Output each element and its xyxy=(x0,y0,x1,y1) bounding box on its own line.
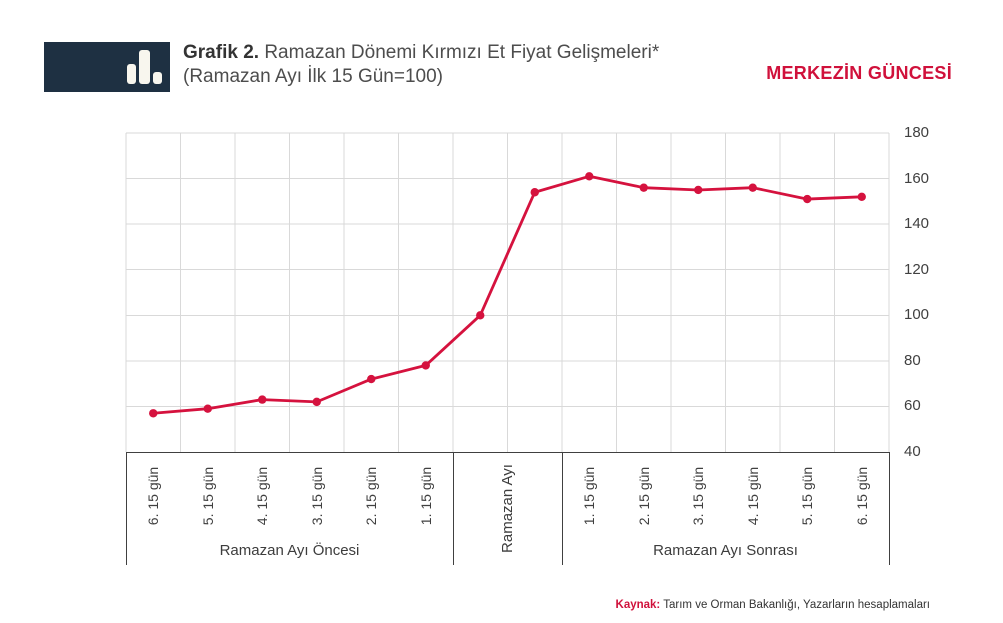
x-tick-label-text: 1. 15 gün xyxy=(581,466,598,526)
x-tick-label-text: 2. 15 gün xyxy=(363,466,380,526)
x-tick-label-text: 3. 15 gün xyxy=(690,466,707,526)
x-group-label: Ramazan Ayı Öncesi xyxy=(219,541,360,559)
data-point-marker xyxy=(203,404,212,413)
source-note: Kaynak: Tarım ve Orman Bakanlığı, Yazarl… xyxy=(616,599,930,611)
x-tick-label: 1. 15 gün xyxy=(562,454,617,538)
x-group-label: Ramazan Ayı xyxy=(498,464,516,553)
data-point-marker xyxy=(748,183,757,192)
x-tick-label: 4. 15 gün xyxy=(726,454,781,538)
x-tick-label: 3. 15 gün xyxy=(290,454,345,538)
axis-border xyxy=(453,452,454,565)
bar-icon-bar xyxy=(139,50,150,84)
x-tick-label-text: 4. 15 gün xyxy=(254,466,271,526)
x-tick-label: 6. 15 gün xyxy=(835,454,890,538)
x-tick-label-text: 3. 15 gün xyxy=(308,466,325,526)
axis-border xyxy=(126,452,889,453)
x-tick-label: 5. 15 gün xyxy=(780,454,835,538)
x-tick-label-text: 6. 15 gün xyxy=(853,466,870,526)
data-point-marker xyxy=(530,188,539,197)
chart-title-number: Grafik 2. xyxy=(183,42,260,63)
x-tick-label-text: 5. 15 gün xyxy=(199,466,216,526)
x-tick-label: 5. 15 gün xyxy=(181,454,236,538)
chart-title-line2: (Ramazan Ayı İlk 15 Gün=100) xyxy=(183,66,443,87)
data-point-marker xyxy=(312,397,321,407)
y-tick-label: 80 xyxy=(904,351,921,369)
chart-title: Grafik 2. Ramazan Dönemi Kırmızı Et Fiya… xyxy=(183,41,659,89)
data-point-marker xyxy=(476,311,485,320)
data-point-marker xyxy=(421,361,430,370)
data-point-marker xyxy=(803,194,812,204)
axis-border xyxy=(126,452,127,565)
axis-border xyxy=(889,452,890,565)
ramazan-merged-label: Ramazan Ayı xyxy=(453,453,562,564)
bar-icon-bar xyxy=(153,72,162,84)
x-group-label: Ramazan Ayı Sonrası xyxy=(653,541,798,559)
data-point-marker xyxy=(694,185,703,195)
x-tick-label: 6. 15 gün xyxy=(126,454,181,538)
data-point-marker xyxy=(149,409,158,418)
source-text: Tarım ve Orman Bakanlığı, Yazarların hes… xyxy=(660,599,930,611)
x-tick-label-text: 5. 15 gün xyxy=(799,466,816,526)
y-tick-label: 120 xyxy=(904,260,930,278)
x-tick-label: 4. 15 gün xyxy=(235,454,290,538)
merkezin-guncesi-logo xyxy=(44,42,170,92)
data-point-marker xyxy=(585,172,594,181)
price-line-series xyxy=(153,174,862,415)
x-tick-label: 2. 15 gün xyxy=(617,454,672,538)
y-tick-label: 40 xyxy=(904,443,921,460)
chart-title-line1: Grafik 2. Ramazan Dönemi Kırmızı Et Fiya… xyxy=(183,41,659,65)
x-tick-label: 2. 15 gün xyxy=(344,454,399,538)
y-tick-label: 60 xyxy=(904,397,921,415)
y-tick-label: 140 xyxy=(904,215,930,233)
x-tick-label-text: 4. 15 gün xyxy=(744,466,761,526)
bar-icon-bar xyxy=(127,64,136,84)
y-tick-label: 180 xyxy=(904,124,930,141)
source-label: Kaynak: xyxy=(615,599,661,611)
data-point-marker xyxy=(367,374,376,384)
axis-border xyxy=(562,452,563,565)
x-tick-label-text: 6. 15 gün xyxy=(145,466,162,526)
x-tick-label: 1. 15 gün xyxy=(399,454,454,538)
data-point-marker xyxy=(639,183,648,192)
brand-wordmark: MERKEZİN GÜNCESİ xyxy=(766,63,952,83)
chart-title-text: Ramazan Dönemi Kırmızı Et Fiyat Gelişmel… xyxy=(259,42,660,63)
x-tick-label-text: 1. 15 gün xyxy=(417,466,434,526)
y-tick-label: 100 xyxy=(904,306,930,324)
x-tick-label: 3. 15 gün xyxy=(671,454,726,538)
data-point-marker xyxy=(258,395,267,404)
bar-chart-icon xyxy=(127,50,162,84)
x-tick-label-text: 2. 15 gün xyxy=(635,466,652,526)
y-tick-label: 160 xyxy=(904,169,930,187)
data-point-marker xyxy=(857,192,866,201)
